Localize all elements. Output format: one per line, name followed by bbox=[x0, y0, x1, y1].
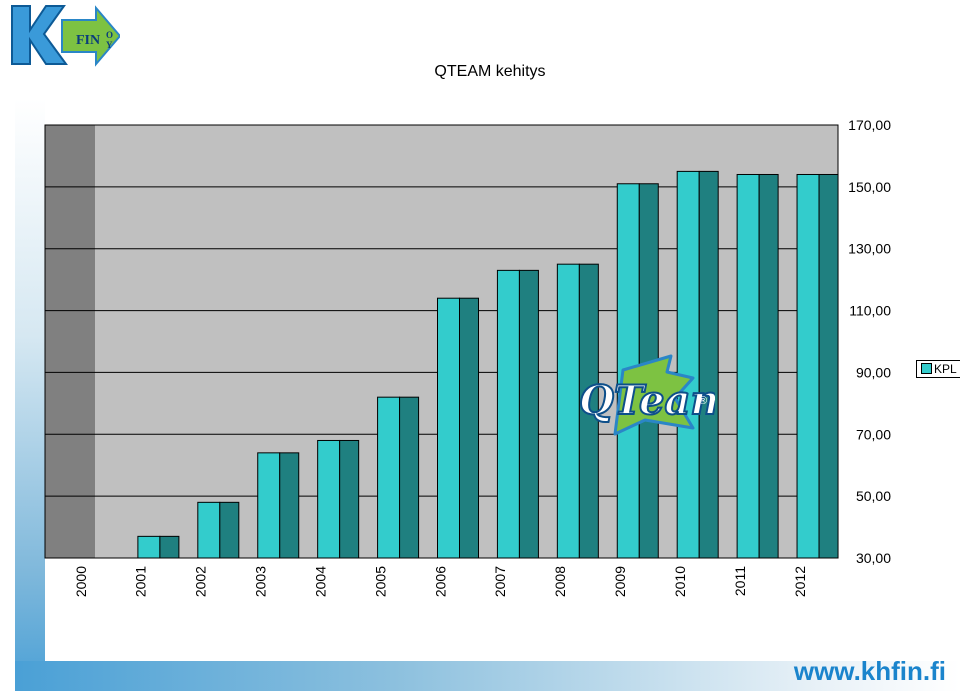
x-tick-label: 2010 bbox=[672, 566, 688, 597]
x-tick-label: 2007 bbox=[492, 566, 508, 597]
bar-side-2004 bbox=[339, 439, 360, 559]
qteam-brand-text: QTeam bbox=[579, 377, 715, 424]
frame-gradient-bottom bbox=[15, 661, 960, 691]
qteam-logo: QTeam ® bbox=[578, 354, 715, 436]
logo-letter-y: Y bbox=[106, 40, 113, 50]
y-tick-label: 130,00 bbox=[848, 241, 891, 257]
y-tick-label: 110,00 bbox=[849, 303, 891, 319]
bar-2007 bbox=[496, 269, 520, 559]
khfin-logo: FIN O Y bbox=[11, 5, 120, 67]
bar-side-2008 bbox=[578, 263, 599, 559]
frame-gradient-left bbox=[15, 99, 45, 691]
qteam-registered-mark: ® bbox=[699, 395, 707, 407]
bar-2003 bbox=[257, 452, 281, 559]
x-tick-label: 2012 bbox=[792, 566, 808, 597]
x-tick-label: 2008 bbox=[552, 566, 568, 597]
bar-side-2010 bbox=[698, 170, 719, 559]
x-tick-label: 2002 bbox=[193, 566, 209, 597]
x-tick-label: 2009 bbox=[612, 566, 628, 597]
footer-url: www.khfin.fi bbox=[793, 656, 946, 686]
bar-side-2005 bbox=[399, 396, 420, 559]
bar-side-2011 bbox=[758, 173, 779, 559]
x-tick-label: 2004 bbox=[312, 566, 328, 597]
y-tick-label: 30,00 bbox=[856, 550, 891, 566]
bar-side-2003 bbox=[279, 452, 300, 559]
bar-side-2001 bbox=[159, 535, 180, 559]
y-tick-label: 70,00 bbox=[856, 426, 891, 442]
bar-2002 bbox=[197, 501, 221, 559]
y-tick-label: 50,00 bbox=[856, 488, 891, 504]
bar-side-2007 bbox=[518, 269, 539, 559]
x-tick-label: 2001 bbox=[133, 566, 149, 597]
x-tick-label: 2003 bbox=[253, 566, 269, 597]
x-tick-label: 2005 bbox=[372, 566, 388, 597]
y-tick-label: 150,00 bbox=[848, 179, 891, 195]
logo-letter-o: O bbox=[106, 30, 113, 40]
legend-swatch-kpl bbox=[921, 363, 932, 374]
x-tick-label: 2006 bbox=[432, 566, 448, 597]
bar-2011 bbox=[736, 173, 760, 559]
logo-word: FIN bbox=[76, 33, 100, 48]
bar-2012 bbox=[796, 173, 820, 559]
bar-2001 bbox=[137, 535, 161, 559]
y-tick-label: 90,00 bbox=[856, 364, 891, 380]
x-tick-label: 2000 bbox=[73, 566, 89, 597]
bar-2004 bbox=[317, 439, 341, 559]
legend-label-kpl: KPL bbox=[934, 362, 957, 376]
x-tick-label: 2011 bbox=[732, 566, 748, 596]
y-tick-label: 170,00 bbox=[848, 117, 891, 133]
legend: KPL bbox=[916, 360, 960, 378]
bar-2005 bbox=[377, 396, 401, 559]
side-wall bbox=[45, 125, 95, 558]
chart-title: QTEAM kehitys bbox=[434, 63, 546, 80]
bar-side-2002 bbox=[219, 501, 240, 559]
bar-2006 bbox=[437, 297, 460, 559]
bar-side-2012 bbox=[818, 173, 839, 559]
bar-side-2006 bbox=[459, 297, 479, 559]
